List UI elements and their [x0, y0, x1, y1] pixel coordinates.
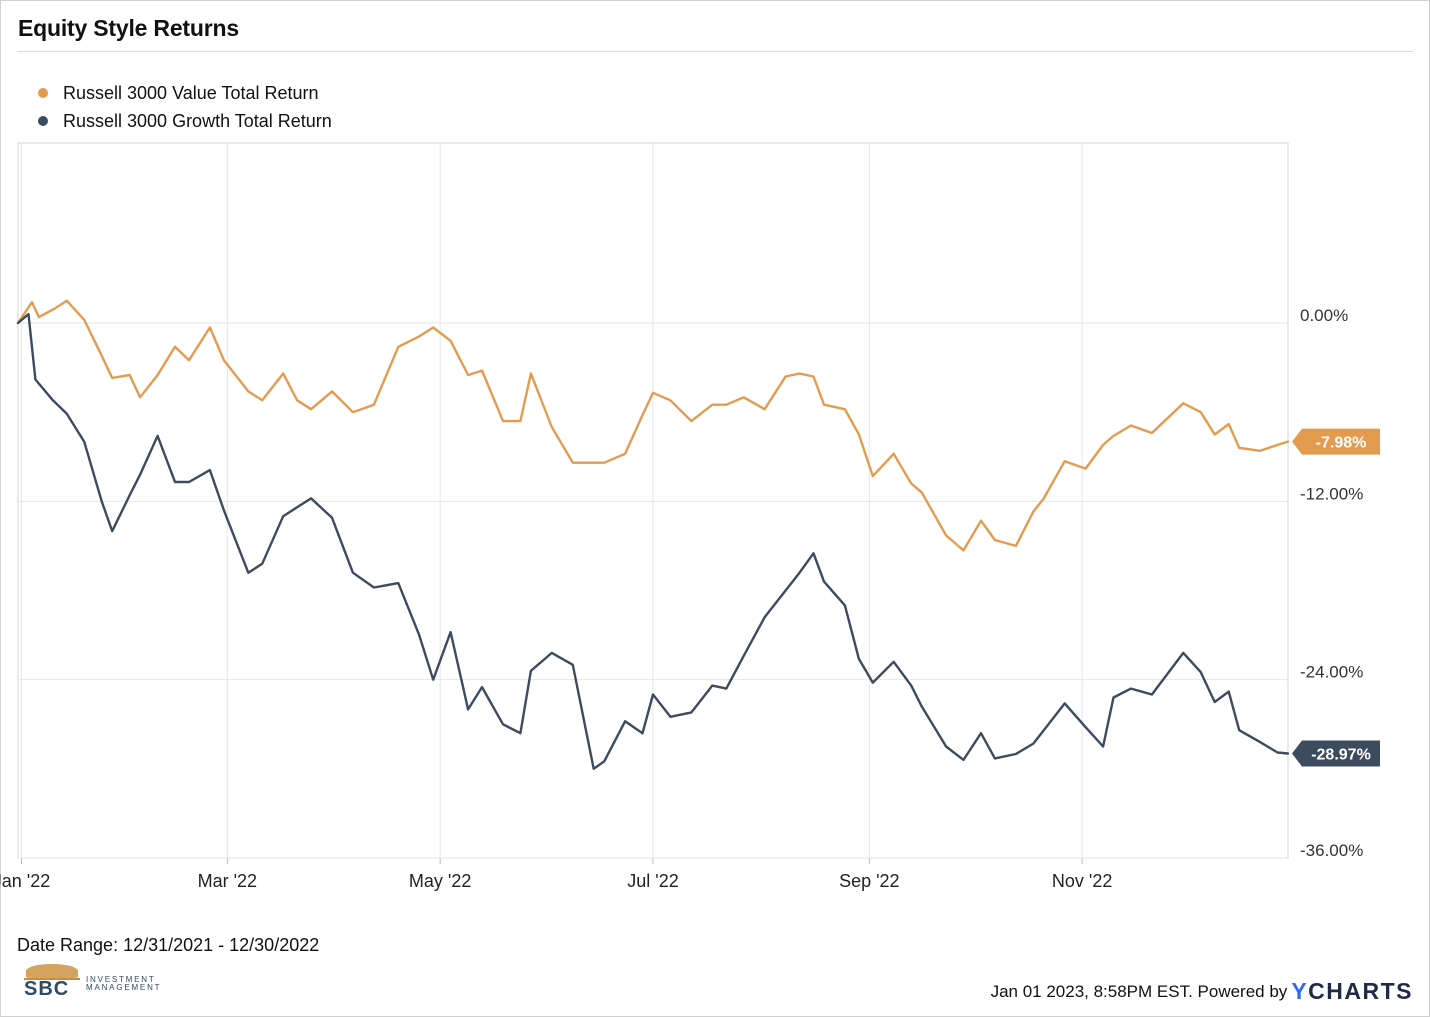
series-line-1 — [16, 312, 1290, 770]
legend-item-growth[interactable]: Russell 3000 Growth Total Return — [38, 107, 332, 135]
x-tick-label: Sep '22 — [839, 871, 900, 891]
series-line-0 — [16, 299, 1290, 552]
x-tick-label: Jan '22 — [0, 871, 50, 891]
chart-legend: Russell 3000 Value Total Return Russell … — [38, 79, 332, 135]
end-label-flag-1 — [1292, 740, 1380, 767]
end-label-flag-0 — [1292, 428, 1380, 455]
end-label-0: -7.98% — [1316, 435, 1367, 452]
logo-subtext: INVESTMENT MANAGEMENT — [86, 975, 162, 992]
ycharts-logo[interactable]: YCHARTS — [1291, 978, 1413, 1004]
x-tick-label: Jul '22 — [627, 871, 678, 891]
powered-by: Jan 01 2023, 8:58PM EST. Powered by YCHA… — [991, 978, 1413, 1005]
x-tick-label: Mar '22 — [198, 871, 257, 891]
legend-item-value[interactable]: Russell 3000 Value Total Return — [38, 79, 332, 107]
timestamp: Jan 01 2023, 8:58PM EST. Powered by — [990, 981, 1288, 1001]
legend-label-growth: Russell 3000 Growth Total Return — [63, 110, 332, 131]
y-tick-label: 0.00% — [1300, 306, 1348, 325]
y-tick-label: -12.00% — [1300, 484, 1363, 503]
date-range: Date Range: 12/31/2021 - 12/30/2022 — [17, 935, 320, 955]
end-label-1: -28.97% — [1311, 747, 1371, 764]
title-divider — [17, 51, 1413, 52]
legend-label-value: Russell 3000 Value Total Return — [63, 82, 319, 103]
y-tick-label: -36.00% — [1300, 841, 1363, 860]
x-tick-label: Nov '22 — [1052, 871, 1112, 891]
legend-dot-growth — [38, 116, 48, 126]
chart-title: Equity Style Returns — [18, 15, 239, 41]
y-tick-label: -24.00% — [1300, 663, 1363, 682]
logo-emblem — [26, 964, 78, 978]
logo-text: SBC — [24, 978, 70, 1000]
legend-dot-value — [38, 88, 48, 98]
x-tick-label: May '22 — [409, 871, 471, 891]
sbc-logo: SBC INVESTMENT MANAGEMENT — [22, 962, 187, 1000]
